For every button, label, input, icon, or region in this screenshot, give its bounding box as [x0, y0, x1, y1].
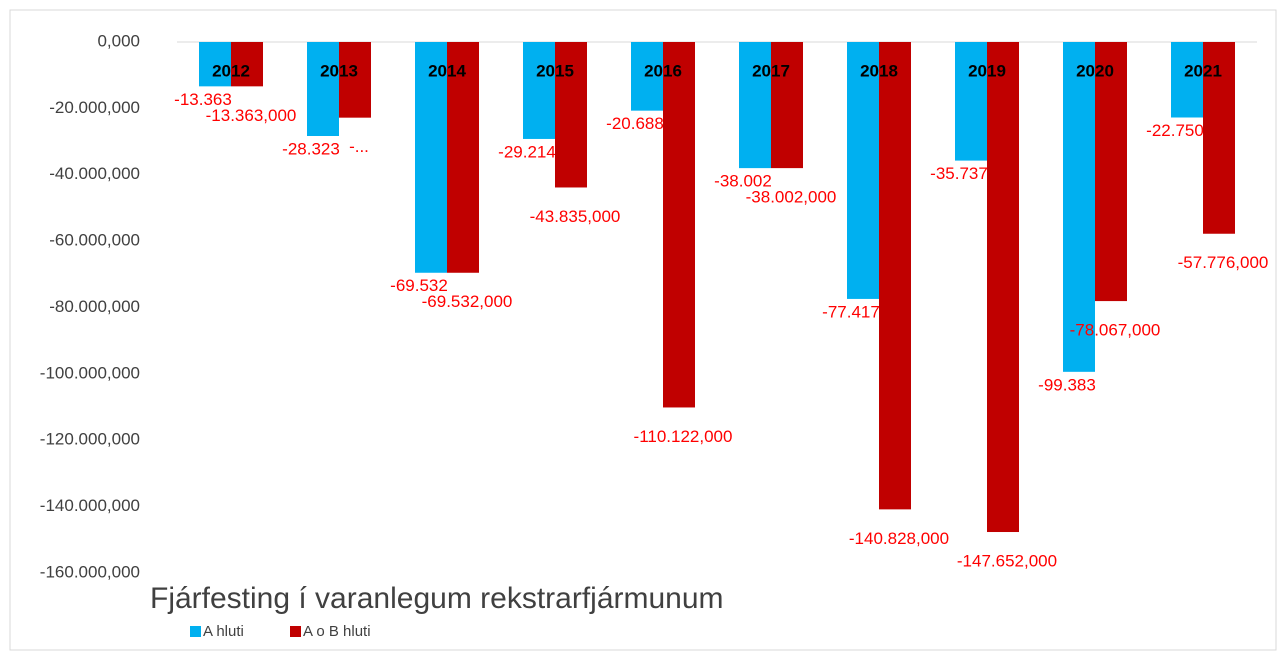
x-tick-label: 2019: [968, 61, 1006, 80]
y-tick-label: -160.000,000: [40, 562, 140, 581]
data-label: -13.363,000: [206, 106, 297, 125]
data-label: -38.002: [714, 172, 772, 191]
x-tick-label: 2015: [536, 61, 574, 80]
data-label: -69.532,000: [422, 292, 513, 311]
data-label: -57.776,000: [1178, 253, 1269, 272]
bar: [415, 42, 447, 273]
x-tick-label: 2020: [1076, 61, 1114, 80]
data-label: -43.835,000: [530, 207, 621, 226]
x-tick-label: 2013: [320, 61, 358, 80]
y-tick-label: -40.000,000: [49, 164, 140, 183]
data-label: -140.828,000: [849, 529, 949, 548]
bar: [523, 42, 555, 139]
bar: [1095, 42, 1127, 302]
y-tick-label: 0,000: [97, 31, 140, 50]
data-label: -22.750: [1146, 121, 1204, 140]
bar: [847, 42, 879, 299]
y-tick-label: -100.000,000: [40, 363, 140, 382]
bar: [663, 42, 695, 408]
data-label: -69.532: [390, 276, 448, 295]
x-tick-label: 2017: [752, 61, 790, 80]
legend-swatch: [190, 626, 201, 637]
y-tick-label: -20.000,000: [49, 98, 140, 117]
bar: [771, 42, 803, 169]
bar: [1063, 42, 1095, 372]
data-label: -77.417: [822, 302, 880, 321]
legend-label: A o B hluti: [303, 623, 371, 640]
data-label: -...: [349, 137, 369, 156]
data-label: -147.652,000: [957, 552, 1057, 571]
data-label: -35.737: [930, 164, 988, 183]
bar: [739, 42, 771, 169]
bar: [631, 42, 663, 111]
bar: [987, 42, 1019, 533]
data-label: -20.688: [606, 114, 664, 133]
x-tick-label: 2014: [428, 61, 466, 80]
y-tick-label: -80.000,000: [49, 297, 140, 316]
bar: [555, 42, 587, 188]
y-tick-label: -140.000,000: [40, 496, 140, 515]
bar: [1203, 42, 1235, 234]
y-tick-label: -120.000,000: [40, 430, 140, 449]
data-label: -110.122,000: [634, 427, 733, 446]
bar: [307, 42, 339, 136]
data-label: -78.067,000: [1070, 321, 1161, 340]
legend-swatch: [290, 626, 301, 637]
data-label: -28.323: [282, 139, 340, 158]
y-tick-label: -60.000,000: [49, 231, 140, 250]
data-label: -29.214: [498, 142, 556, 161]
bar: [199, 42, 231, 87]
bar: [231, 42, 263, 87]
bar: [1171, 42, 1203, 118]
chart-title: Fjárfesting í varanlegum rekstrarfjármun…: [150, 582, 724, 615]
bar: [955, 42, 987, 161]
x-tick-label: 2016: [644, 61, 682, 80]
x-tick-label: 2012: [212, 61, 250, 80]
bar: [447, 42, 479, 273]
data-label: -13.363: [174, 90, 232, 109]
bar: [879, 42, 911, 510]
data-label: -99.383: [1038, 375, 1096, 394]
data-label: -38.002,000: [746, 188, 837, 207]
x-tick-label: 2021: [1184, 61, 1222, 80]
legend-label: A hluti: [203, 623, 244, 640]
x-tick-label: 2018: [860, 61, 898, 80]
bar: [339, 42, 371, 118]
